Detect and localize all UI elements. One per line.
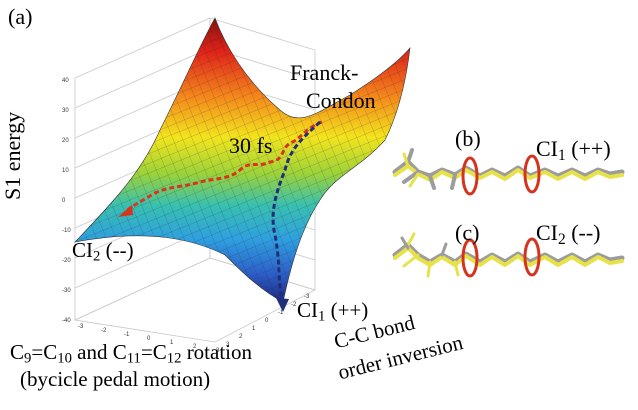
panel-b-label: (b) (455, 126, 481, 151)
franck-condon-label-line2: Condon (306, 88, 376, 113)
depth-tick-label: 2 (239, 334, 243, 340)
depth-tick-label: -3 (304, 294, 310, 300)
molecule-c (392, 232, 625, 278)
depth-tick-label: -2 (291, 302, 297, 308)
depth-tick-label: 3 (226, 342, 230, 348)
z-tick-label: 40 (62, 78, 69, 84)
blue-arrowhead (276, 298, 289, 312)
x-tick-label: 0 (147, 336, 151, 342)
z-tick-label: -10 (62, 228, 71, 234)
blue-trajectory-path (271, 120, 322, 301)
z-tick-label: -30 (62, 288, 71, 294)
z-tick-label: 20 (62, 138, 69, 144)
x-tick-labels: -3 -2 -1 0 1 2 3 (78, 324, 220, 354)
panel-a-label: (a) (8, 4, 33, 29)
z-tick-label: 10 (62, 168, 69, 174)
x-tick-label: -2 (101, 328, 107, 334)
x-tick-label: 2 (193, 344, 197, 350)
x-axis-label-line1: C9=C10 and C11=C12 rotation (10, 340, 253, 367)
z-tick-label: -40 (62, 318, 71, 324)
rotation-arrows-b (461, 154, 541, 196)
depth-tick-label: 1 (252, 326, 256, 332)
x-tick-label: 1 (170, 340, 174, 346)
energy-surface (74, 17, 411, 303)
ci2-label-panel-c: CI2 (--) (536, 220, 601, 248)
x-tick-label: -1 (124, 332, 130, 338)
y-axis-label: S1 energy (0, 111, 25, 200)
z-tick-label: -20 (62, 258, 71, 264)
x-tick-label: -3 (78, 324, 84, 330)
red-arrowhead (118, 205, 133, 217)
x-tick-label: 3 (216, 348, 220, 354)
ci2-label-surface: CI2 (--) (72, 238, 134, 265)
molecule-b (392, 148, 625, 190)
franck-condon-label-line1: Franck- (290, 60, 359, 85)
d-tick-labels: 3 2 1 0 -1 -2 -3 (226, 294, 310, 348)
x-axis-label-line2: (bycicle pedal motion) (20, 367, 211, 391)
depth-tick-label: 0 (265, 318, 269, 324)
z-tick-label: 0 (62, 198, 66, 204)
z-tick-label: 30 (62, 108, 69, 114)
time-label: 30 fs (229, 133, 273, 158)
red-trajectory-path (124, 120, 323, 214)
ci1-label-surface: CI1 (++) (297, 298, 369, 325)
z-tick-labels: 40 30 20 10 0 -10 -20 -30 -40 (62, 78, 71, 324)
panel-c-label: (c) (455, 220, 480, 245)
ci1-label-panel-b: CI1 (++) (536, 136, 611, 164)
depth-tick-label: -1 (278, 310, 284, 316)
rotation-arrows-c (461, 237, 541, 278)
